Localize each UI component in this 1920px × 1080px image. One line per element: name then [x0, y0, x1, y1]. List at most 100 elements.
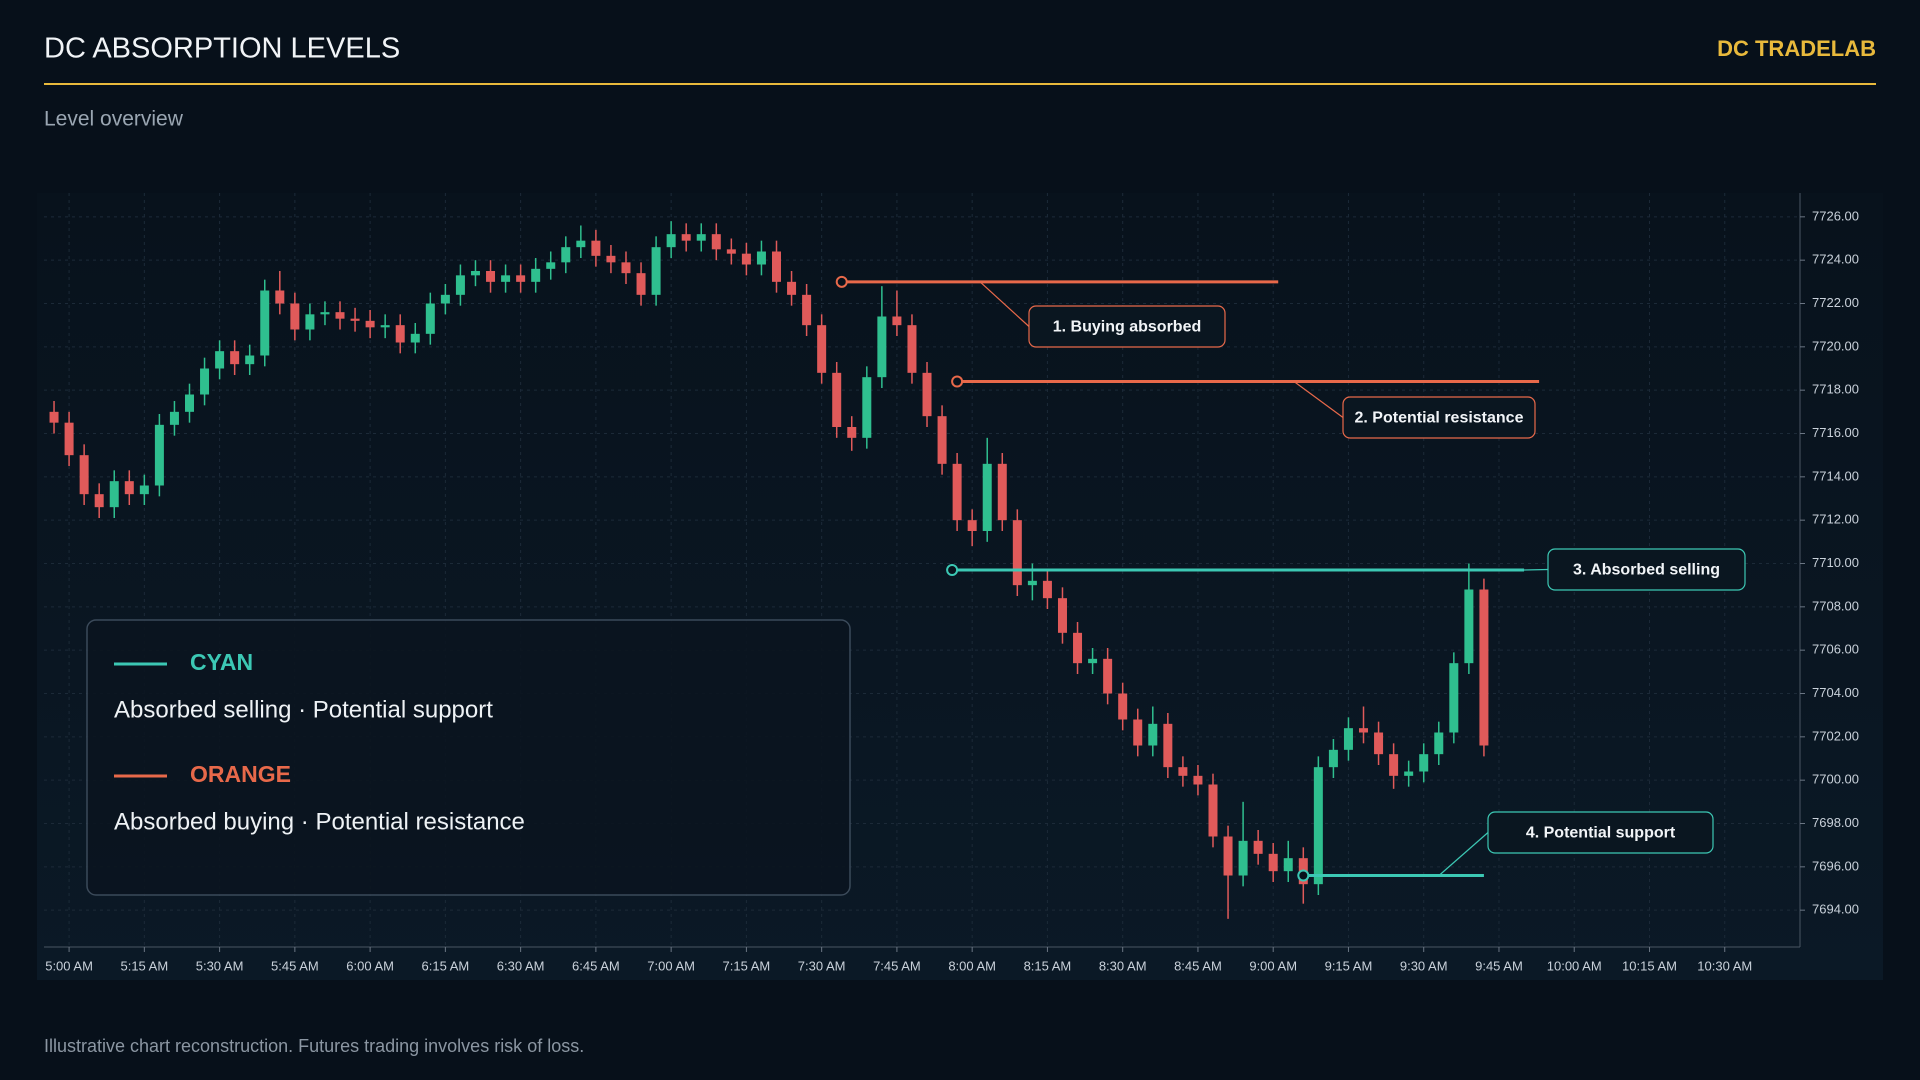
candle-body [1133, 719, 1143, 746]
x-tick-label: 10:15 AM [1622, 958, 1677, 973]
candle-body [982, 463, 992, 531]
y-tick-label: 7708.00 [1812, 598, 1859, 613]
y-tick-label: 7718.00 [1812, 382, 1859, 397]
candle-body [576, 240, 586, 248]
y-tick-label: 7712.00 [1812, 512, 1859, 527]
candle-body [636, 273, 646, 295]
candle-body [109, 481, 119, 508]
candle-body [1103, 658, 1113, 694]
candle-body [681, 234, 691, 241]
candle-body [1434, 732, 1444, 755]
legend-text: Absorbed selling · Potential support [114, 696, 493, 723]
x-tick-label: 8:30 AM [1099, 958, 1147, 973]
legend-text: Absorbed buying · Potential resistance [114, 808, 525, 835]
candle-body [666, 234, 676, 248]
candle-body [546, 262, 556, 269]
x-tick-label: 9:30 AM [1400, 958, 1448, 973]
callout-label: 4. Potential support [1526, 825, 1676, 842]
x-tick-label: 6:45 AM [572, 958, 620, 973]
candle-body [1253, 840, 1263, 854]
candle-body [1374, 732, 1384, 755]
candle-body [1027, 580, 1037, 586]
candle-body [124, 481, 134, 495]
footer-note: Illustrative chart reconstruction. Futur… [44, 1036, 584, 1056]
callout-label: 1. Buying absorbed [1053, 319, 1201, 336]
y-tick-label: 7696.00 [1812, 858, 1859, 873]
candle-body [862, 377, 872, 438]
callout-box [1487, 811, 1714, 854]
candle-body [1268, 853, 1278, 872]
page-title: DC ABSORPTION LEVELS [44, 33, 400, 65]
candle-body [245, 355, 255, 365]
y-tick-label: 7716.00 [1812, 425, 1859, 440]
x-tick-label: 5:30 AM [196, 958, 244, 973]
x-tick-label: 6:30 AM [497, 958, 545, 973]
candle-body [290, 303, 300, 330]
candle-body [832, 372, 842, 427]
y-tick-label: 7700.00 [1812, 772, 1859, 787]
candle-body [1088, 658, 1098, 664]
candle-body [606, 255, 616, 263]
candle-body [470, 271, 480, 276]
y-tick-label: 7726.00 [1812, 208, 1859, 223]
candle-body [1479, 589, 1489, 746]
callout-label: 2. Potential resistance [1355, 410, 1524, 427]
candle-body [967, 520, 977, 531]
candle-body [1328, 749, 1338, 768]
x-tick-label: 6:15 AM [422, 958, 470, 973]
candle-body [501, 275, 511, 282]
x-tick-label: 5:45 AM [271, 958, 319, 973]
candle-body [350, 318, 360, 321]
candle-body [1178, 767, 1188, 776]
candle-body [711, 234, 721, 250]
legend-box [86, 619, 851, 896]
candle-body [425, 303, 435, 334]
candle-body [64, 422, 74, 456]
candle-body [320, 312, 330, 315]
candle-body [169, 411, 179, 425]
candle-body [200, 368, 210, 395]
callout-leader [979, 281, 1030, 327]
candle-body [1389, 754, 1399, 776]
y-tick-label: 7706.00 [1812, 642, 1859, 657]
level-anchor [946, 564, 959, 576]
candle-body [756, 251, 766, 265]
brand: DC TRADELAB [1717, 36, 1876, 61]
x-tick-label: 7:00 AM [647, 958, 695, 973]
candle-body [1118, 693, 1128, 720]
level-anchor [835, 275, 848, 288]
candle-body [305, 314, 315, 330]
x-tick-label: 9:00 AM [1249, 958, 1297, 973]
candle-body [1208, 784, 1218, 837]
x-tick-label: 10:00 AM [1547, 958, 1602, 973]
callout-leader [1438, 832, 1489, 876]
x-tick-label: 9:45 AM [1475, 958, 1523, 973]
candle-body [696, 234, 706, 241]
candle-body [154, 424, 164, 486]
candle-body [591, 240, 601, 256]
candle-body [952, 463, 962, 521]
callout-box [1028, 305, 1226, 348]
candle-body [1193, 775, 1203, 785]
candle-body [787, 281, 797, 295]
x-tick-label: 6:00 AM [346, 958, 394, 973]
candle-body [1238, 840, 1248, 876]
candle-body [1449, 663, 1459, 733]
candle-body [230, 351, 240, 365]
callout-leader [1293, 381, 1344, 418]
candle-body [410, 333, 420, 343]
y-tick-label: 7702.00 [1812, 728, 1859, 743]
candle-body [877, 316, 887, 378]
y-tick-label: 7720.00 [1812, 338, 1859, 353]
candle-body [1073, 632, 1083, 664]
y-tick-label: 7694.00 [1812, 902, 1859, 917]
x-tick-label: 7:15 AM [723, 958, 771, 973]
callout-label: 3. Absorbed selling [1573, 562, 1720, 579]
candle-body [1464, 589, 1474, 664]
candle-body [937, 416, 947, 464]
candle-body [772, 251, 782, 282]
x-tick-label: 10:30 AM [1697, 958, 1752, 973]
candle-body [802, 294, 812, 326]
candle-body [907, 325, 917, 373]
